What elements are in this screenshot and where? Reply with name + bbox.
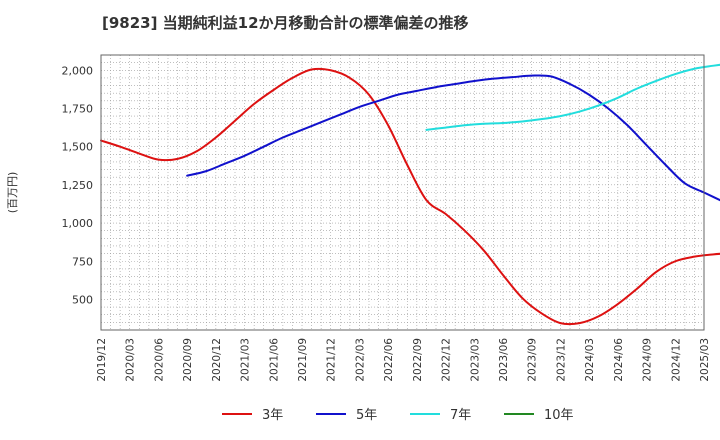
x-tick-label: 2019/12 bbox=[96, 338, 108, 382]
x-tick-label: 2020/09 bbox=[182, 338, 194, 382]
x-tick-label: 2023/06 bbox=[498, 338, 510, 382]
chart-title: [9823] 当期純利益12か月移動合計の標準偏差の推移 bbox=[102, 14, 469, 32]
x-tick-label: 2023/09 bbox=[527, 338, 539, 382]
grid bbox=[101, 55, 704, 331]
x-tick-label: 2024/09 bbox=[642, 338, 654, 382]
legend: 3年 5年 7年 10年 bbox=[222, 408, 574, 423]
legend-label-10年: 10年 bbox=[544, 408, 574, 423]
legend-label-3年: 3年 bbox=[262, 408, 283, 423]
series-line-7年 bbox=[425, 63, 720, 131]
y-tick-label: 750 bbox=[72, 255, 93, 268]
x-axis-ticks: 2019/12 2020/03 2020/06 2020/09 2020/12 2021/… bbox=[96, 338, 711, 382]
y-tick-label: 1,250 bbox=[62, 179, 94, 192]
x-tick-label: 2020/03 bbox=[125, 338, 137, 382]
x-tick-label: 2024/12 bbox=[670, 338, 682, 382]
x-tick-label: 2024/06 bbox=[613, 338, 625, 382]
x-tick-label: 2020/06 bbox=[153, 338, 165, 382]
series-line-5年 bbox=[186, 74, 720, 202]
x-tick-label: 2023/03 bbox=[469, 338, 481, 382]
y-tick-label: 1,000 bbox=[62, 217, 94, 230]
x-tick-label: 2022/06 bbox=[383, 338, 395, 382]
x-tick-label: 2021/09 bbox=[297, 338, 309, 382]
y-axis-label: (百万円) bbox=[6, 172, 19, 214]
y-axis-ticks: 500 750 1,000 1,250 1,500 1,750 2,000 bbox=[62, 64, 94, 306]
x-tick-label: 2022/03 bbox=[354, 338, 366, 382]
series-line-3年 bbox=[100, 67, 720, 326]
y-tick-label: 2,000 bbox=[62, 64, 94, 77]
x-tick-label: 2023/12 bbox=[555, 338, 567, 382]
x-tick-label: 2024/03 bbox=[584, 338, 596, 382]
y-tick-label: 1,500 bbox=[62, 141, 94, 154]
legend-label-5年: 5年 bbox=[356, 408, 377, 423]
y-tick-label: 1,750 bbox=[62, 102, 94, 115]
x-tick-label: 2022/09 bbox=[412, 338, 424, 382]
x-tick-label: 2020/12 bbox=[211, 338, 223, 382]
x-tick-label: 2021/12 bbox=[326, 338, 338, 382]
legend-label-7年: 7年 bbox=[450, 408, 471, 423]
x-tick-label: 2022/12 bbox=[441, 338, 453, 382]
series-lines bbox=[100, 63, 720, 326]
plot-frame bbox=[100, 54, 705, 331]
x-tick-label: 2021/03 bbox=[240, 338, 252, 382]
y-tick-label: 500 bbox=[72, 293, 93, 306]
x-tick-label: 2021/06 bbox=[268, 338, 280, 382]
x-tick-label: 2025/03 bbox=[699, 338, 711, 382]
